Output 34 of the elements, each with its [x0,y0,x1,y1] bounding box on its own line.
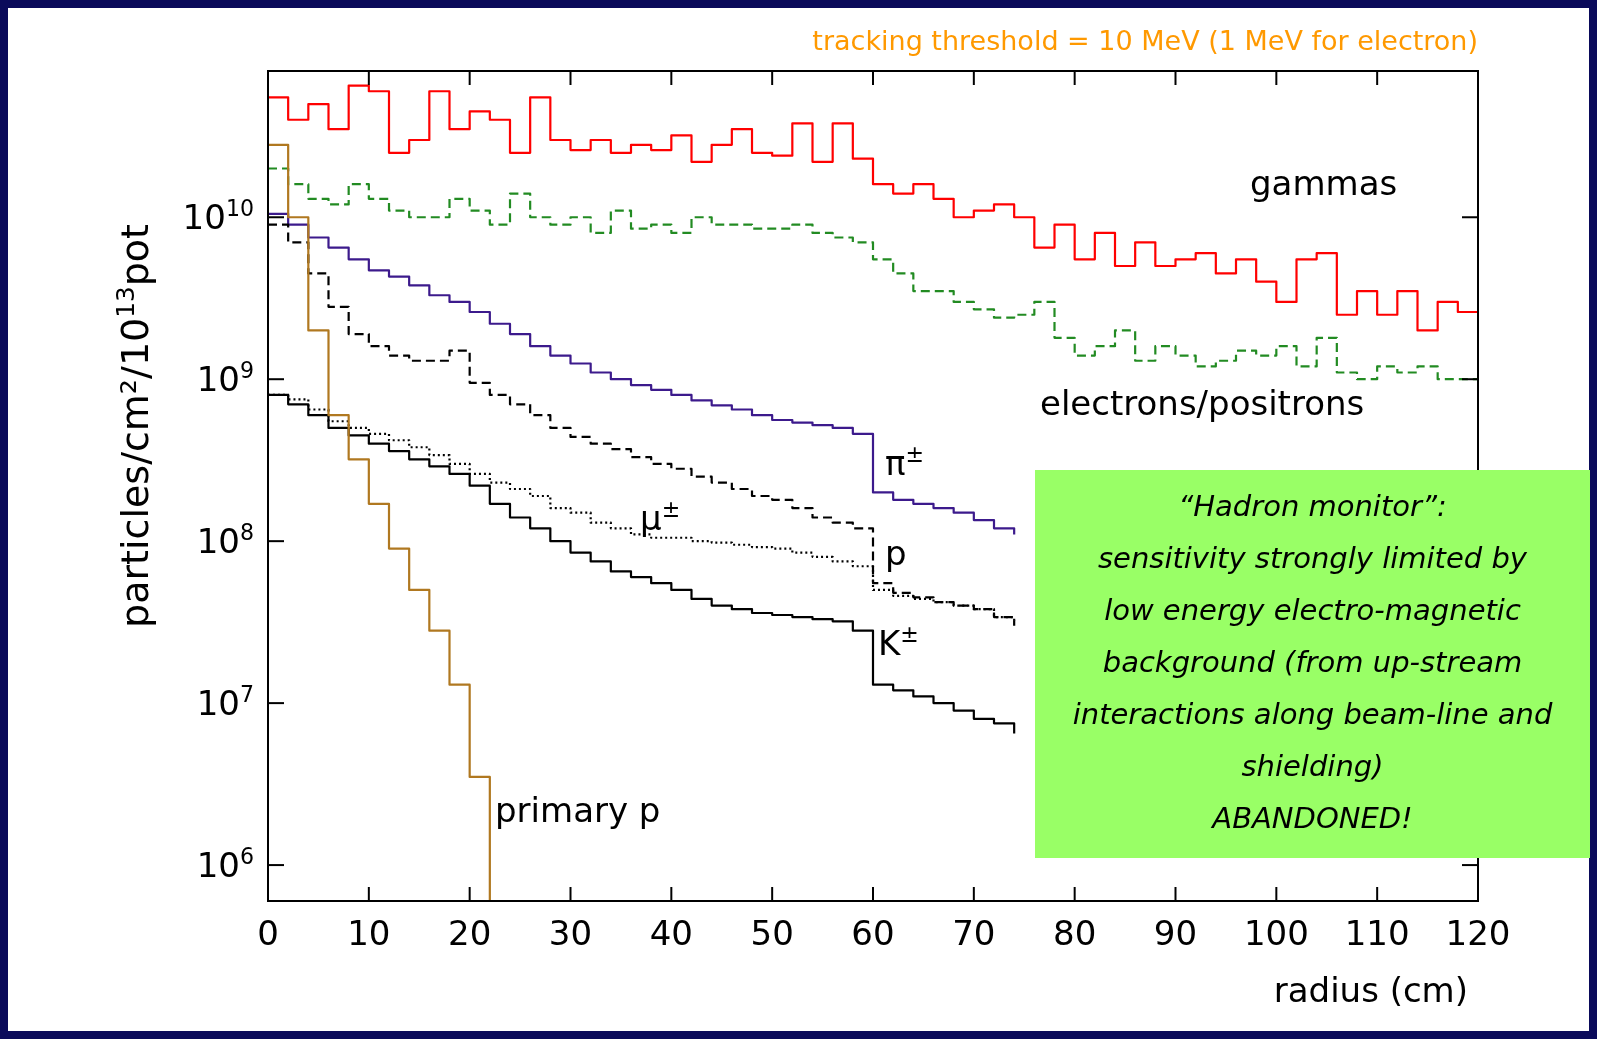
x-tick-label: 100 [1243,913,1309,953]
x-tick-label: 110 [1344,913,1410,953]
x-tick-label: 120 [1445,913,1511,953]
x-tick-label: 0 [257,913,279,953]
series-label: primary p [495,790,661,830]
x-tick-label: 40 [649,913,693,953]
y-tick-label: 10$^{8}$ [196,519,254,562]
x-tick-label: 60 [851,913,895,953]
y-tick-label: 10$^{7}$ [196,681,254,724]
series-label: gammas [1250,163,1398,203]
x-tick-label: 90 [1153,913,1198,953]
x-tick-label: 30 [548,913,593,953]
annotation: interactions along beam-line and [1072,697,1553,731]
series-label: π$^{±}$ [885,441,924,483]
x-tick-label: 10 [347,913,391,953]
x-tick-label: 70 [952,913,996,953]
x-tick-label: 50 [750,913,794,953]
x-tick-label: 80 [1053,913,1097,953]
annotation: sensitivity strongly limited by [1097,541,1528,575]
annotation: low energy electro-magnetic [1104,593,1521,627]
x-tick-label: 20 [448,913,492,953]
series-label: electrons/positrons [1040,383,1365,423]
series-label: p [885,533,907,573]
annotation: “Hadron monitor”: [1178,489,1447,523]
chart-title: tracking threshold = 10 MeV (1 MeV for electron) [812,25,1478,56]
annotation: ABANDONED! [1210,801,1413,835]
series-label: K$^{±}$ [878,621,919,663]
y-tick-label: 10$^{6}$ [196,843,254,886]
y-tick-label: 10$^{9}$ [196,357,254,400]
annotation: background (from up-stream [1102,645,1523,679]
x-axis-title: radius (cm) [1273,970,1468,1010]
series-label: μ$^{±}$ [640,496,681,538]
annotation: shielding) [1241,749,1384,783]
y-tick-label: 10$^{10}$ [182,195,254,238]
